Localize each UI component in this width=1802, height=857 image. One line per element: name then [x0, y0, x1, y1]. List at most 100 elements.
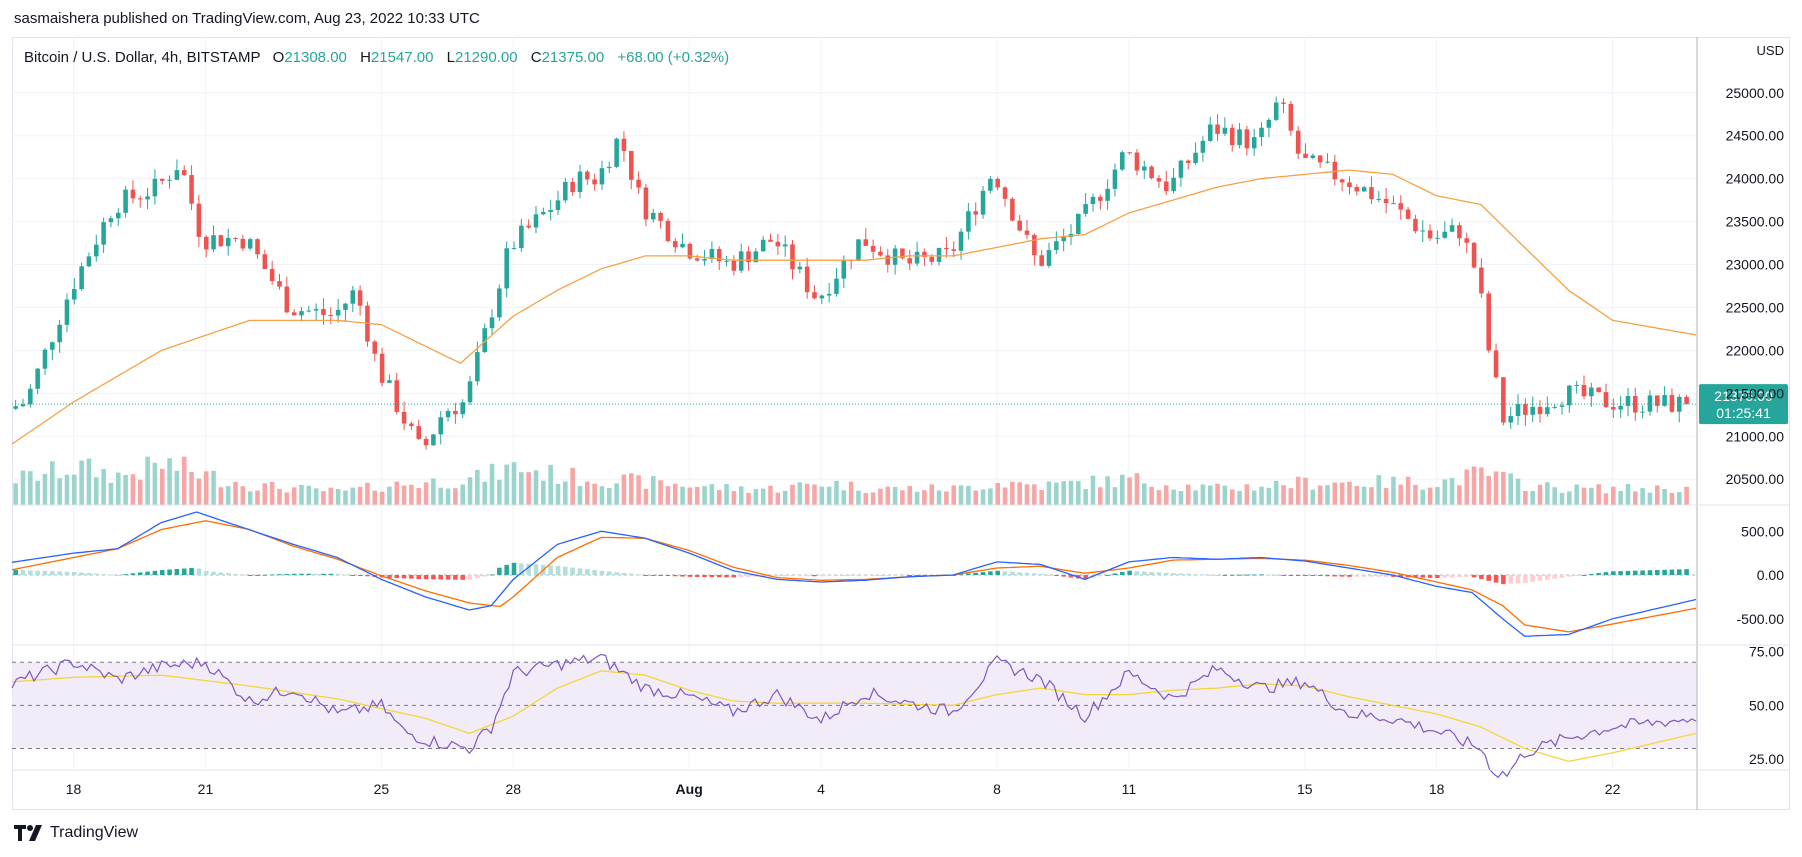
- macd-histogram-bar: [760, 575, 766, 577]
- candle-body: [394, 380, 400, 412]
- candle-body: [431, 434, 436, 446]
- macd-histogram-bar: [1061, 575, 1066, 577]
- candle-body: [1251, 137, 1257, 149]
- candle-body: [541, 211, 546, 215]
- volume-bar: [101, 468, 106, 505]
- macd-histogram-bar: [28, 570, 33, 575]
- candle-body: [753, 251, 759, 263]
- volume-bar: [746, 492, 751, 505]
- candle-body: [1567, 385, 1572, 406]
- macd-histogram-bar: [233, 573, 238, 575]
- volume-bar: [724, 484, 729, 505]
- candle-body: [1618, 405, 1623, 410]
- macd-histogram-bar: [1303, 575, 1308, 576]
- volume-bar: [152, 462, 158, 505]
- volume-bar: [115, 472, 121, 505]
- candle-body: [1530, 406, 1535, 415]
- candle-body: [1134, 152, 1140, 171]
- candle-body: [1017, 220, 1022, 231]
- macd-histogram-bar: [321, 573, 326, 575]
- volume-bar: [64, 474, 70, 505]
- macd-tick-label: -500.00: [1737, 611, 1785, 627]
- candle-body: [768, 239, 773, 242]
- tradingview-logo[interactable]: TradingView: [14, 824, 138, 842]
- volume-bar: [123, 475, 128, 505]
- macd-histogram-bar: [438, 575, 444, 580]
- volume-bar: [1098, 487, 1103, 505]
- candle-body: [1471, 242, 1477, 268]
- macd-histogram-bar: [746, 575, 751, 578]
- candle-body: [137, 198, 143, 200]
- candle-body: [790, 244, 795, 270]
- candle-body: [225, 237, 231, 247]
- volume-bar: [1567, 491, 1572, 505]
- volume-bar: [453, 488, 458, 505]
- candle-body: [995, 178, 1000, 188]
- candle-body: [1354, 187, 1360, 192]
- volume-bar: [20, 470, 26, 505]
- candle-body: [548, 210, 553, 212]
- macd-histogram-bar: [1676, 569, 1682, 575]
- y-tick-label: 25000.00: [1726, 85, 1785, 101]
- macd-histogram-bar: [878, 575, 883, 576]
- macd-histogram-bar: [1163, 572, 1169, 575]
- macd-histogram-bar: [614, 572, 619, 575]
- volume-bar: [922, 490, 927, 505]
- candle-body: [489, 317, 495, 329]
- macd-histogram-bar: [497, 567, 502, 575]
- volume-bar: [1127, 477, 1132, 505]
- candle-body: [585, 171, 590, 180]
- macd-histogram-bar: [189, 568, 194, 575]
- macd-histogram-bar: [914, 575, 920, 576]
- macd-histogram-bar: [167, 569, 172, 575]
- volume-bar: [1669, 492, 1675, 505]
- macd-histogram-bar: [628, 573, 634, 575]
- volume-bar: [335, 488, 341, 505]
- macd-histogram-bar: [20, 570, 26, 575]
- candle-body: [1545, 407, 1550, 415]
- volume-bar: [357, 486, 363, 505]
- candle-body: [533, 214, 539, 228]
- volume-bar: [1523, 491, 1528, 505]
- y-tick-label: 24500.00: [1726, 128, 1785, 144]
- volume-bar: [665, 486, 671, 505]
- candle-body: [159, 178, 165, 181]
- macd-histogram-bar: [797, 575, 803, 577]
- volume-bar: [797, 482, 803, 505]
- volume-bar: [511, 462, 517, 505]
- macd-histogram-bar: [1200, 574, 1206, 576]
- candle-body: [1508, 416, 1513, 423]
- volume-bar: [50, 461, 55, 505]
- volume-bar: [1156, 490, 1162, 505]
- volume-bar: [702, 486, 707, 505]
- macd-histogram-bar: [1625, 570, 1631, 575]
- macd-histogram-bar: [643, 575, 649, 576]
- x-tick-label: 4: [817, 781, 825, 797]
- macd-histogram-bar: [1054, 575, 1059, 576]
- volume-bar: [966, 485, 971, 505]
- volume-bar: [497, 479, 502, 505]
- macd-histogram-bar: [145, 571, 150, 575]
- volume-bar: [1325, 485, 1330, 505]
- change-value: +68.00 (+0.32%): [617, 49, 730, 66]
- candle-body: [650, 212, 656, 220]
- volume-bar: [1303, 477, 1308, 505]
- rsi-pane: [11, 653, 1697, 779]
- close-label: C: [530, 49, 542, 66]
- macd-histogram-bar: [826, 575, 832, 577]
- macd-histogram-bar: [1120, 571, 1125, 575]
- volume-bar: [394, 481, 400, 505]
- candle-body: [57, 324, 62, 343]
- macd-histogram-bar: [702, 575, 707, 578]
- volume-bar: [614, 483, 619, 505]
- volume-bar: [1244, 484, 1250, 505]
- macd-histogram-bar: [1654, 570, 1660, 575]
- volume-bar: [1207, 485, 1213, 505]
- volume-bar: [716, 490, 722, 505]
- rsi-tick-label: 25.00: [1749, 751, 1784, 767]
- macd-histogram-bar: [93, 573, 99, 575]
- macd-histogram-bar: [885, 575, 891, 576]
- macd-histogram-bar: [1222, 574, 1228, 576]
- volume-bar: [826, 486, 832, 505]
